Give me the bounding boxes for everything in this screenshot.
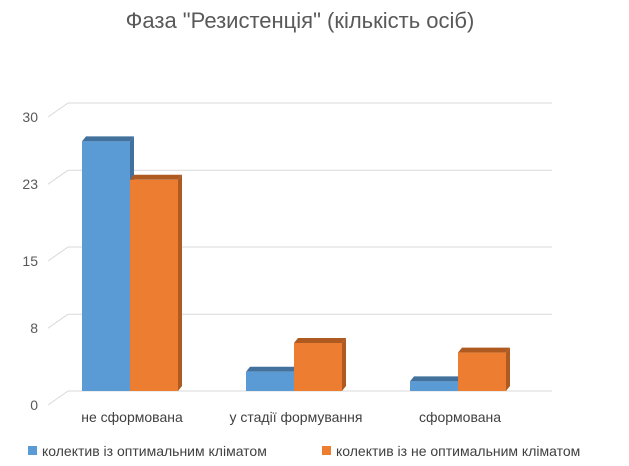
gridline-depth <box>47 246 69 262</box>
bar <box>130 179 178 391</box>
bar-group <box>294 338 346 391</box>
bar <box>246 371 294 391</box>
bar <box>294 343 342 391</box>
y-tick-label: 0 <box>30 397 38 413</box>
bar-group <box>246 366 298 391</box>
gridline-depth <box>47 390 69 406</box>
legend: колектив із оптимальним кліматом колектив… <box>28 443 580 459</box>
bar-top <box>82 136 134 142</box>
x-axis-categories: не сформована у стадії формування сформова… <box>81 409 501 425</box>
chart-title: Фаза "Резистенція" (кількість осіб) <box>126 8 475 33</box>
bar-top <box>246 366 298 372</box>
gridline-depth <box>47 102 69 118</box>
category-label: сформована <box>419 409 501 425</box>
bar-top <box>130 174 182 180</box>
bar <box>82 141 130 391</box>
legend-swatch <box>28 446 37 455</box>
category-label: у стадії формування <box>230 409 363 425</box>
bar-top <box>410 376 462 382</box>
bars <box>82 136 510 391</box>
y-tick-label: 30 <box>22 109 38 125</box>
bar-side <box>342 338 346 391</box>
category-label: не сформована <box>81 409 183 425</box>
legend-item: колектив із не оптимальним кліматом <box>322 443 580 459</box>
legend-label: колектив із оптимальним кліматом <box>42 443 267 459</box>
legend-swatch <box>322 446 331 455</box>
y-tick-label: 8 <box>30 320 38 336</box>
bar-top <box>458 347 510 353</box>
bar-group <box>458 347 510 391</box>
bar-side <box>178 174 182 391</box>
y-axis-ticks: 0 8 15 23 30 <box>22 109 38 413</box>
bar-group <box>82 136 134 391</box>
gridline-depth <box>47 169 69 185</box>
y-tick-label: 23 <box>22 176 38 192</box>
bar-top <box>294 338 346 343</box>
y-tick-label: 15 <box>22 253 38 269</box>
bar <box>410 381 458 391</box>
bar-group <box>130 174 182 391</box>
gridline-depth <box>47 313 69 329</box>
bar-group <box>410 376 462 391</box>
legend-item: колектив із оптимальним кліматом <box>28 443 267 459</box>
legend-label: колектив із не оптимальним кліматом <box>336 443 580 459</box>
bar-side <box>506 347 510 391</box>
bar <box>458 352 506 391</box>
